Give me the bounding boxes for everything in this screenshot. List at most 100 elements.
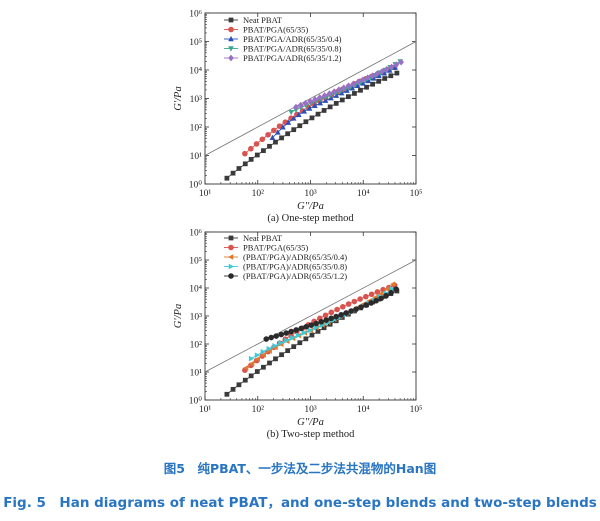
legend-item: PBAT/PGA(65/35)	[224, 25, 308, 35]
data-point	[259, 136, 266, 143]
x-axis-label: G''/Pa	[297, 417, 324, 428]
data-point	[297, 101, 304, 109]
data-point	[260, 352, 267, 358]
data-point	[360, 76, 366, 84]
data-point	[364, 84, 369, 90]
data-point	[313, 320, 319, 327]
data-point	[254, 356, 260, 362]
data-point	[336, 86, 342, 94]
data-point	[298, 325, 305, 332]
legend-item: Neat PBAT	[224, 233, 283, 243]
legend-item: Neat PBAT	[224, 15, 283, 25]
series-line	[226, 72, 398, 179]
data-point	[242, 377, 248, 383]
y-tick-label: 10⁴	[189, 67, 203, 77]
data-point	[331, 88, 337, 96]
data-point	[263, 336, 270, 342]
x-tick-label: 10⁴	[357, 189, 371, 199]
data-point	[285, 119, 292, 125]
legend-marker	[227, 254, 234, 260]
data-point	[316, 94, 323, 101]
data-point	[248, 373, 254, 379]
data-point	[322, 97, 329, 103]
legend-label: (PBAT/PGA)/ADR(65/35/0.4)	[243, 252, 347, 262]
data-point	[291, 344, 297, 350]
data-point	[382, 76, 388, 81]
data-point	[290, 115, 297, 121]
data-point	[293, 327, 300, 333]
data-point	[303, 323, 310, 330]
data-point	[307, 98, 314, 105]
data-point	[307, 327, 313, 334]
data-point	[291, 127, 297, 133]
figure-caption-english: Fig. 5 Han diagrams of neat PBAT，and one…	[3, 495, 597, 511]
data-point	[297, 340, 303, 346]
data-point	[248, 355, 255, 362]
legend-label: PBAT/PGA/ADR(65/35/0.4)	[243, 34, 342, 44]
chart-panel-b: 10¹ 10² 10³ 10⁴ 10⁵10⁰10¹10²10³10⁴10⁵10⁶G''/…	[173, 229, 422, 441]
data-point	[386, 67, 393, 73]
reference-line-g-equals-g	[205, 259, 416, 373]
legend-label: PBAT/PGA(65/35)	[243, 25, 308, 35]
legend-label: PBAT/PGA(65/35)	[243, 243, 308, 253]
legend-item: (PBAT/PGA)/ADR(65/35/0.4)	[224, 252, 347, 262]
data-point	[230, 386, 236, 392]
data-point	[224, 175, 230, 181]
data-point	[275, 129, 281, 135]
data-point	[388, 63, 395, 71]
data-point	[368, 291, 375, 298]
data-point	[278, 331, 285, 338]
data-point	[248, 145, 254, 152]
legend-label: Neat PBAT	[243, 15, 283, 25]
data-point	[266, 348, 272, 354]
data-point	[351, 298, 358, 305]
legend-item: PBAT/PGA/ADR(65/35/0.8)	[224, 44, 342, 54]
data-point	[333, 313, 339, 320]
data-point	[365, 77, 372, 84]
data-point	[383, 292, 389, 299]
data-point	[364, 74, 371, 82]
data-point	[357, 296, 363, 302]
data-point	[322, 312, 329, 319]
data-point	[388, 289, 394, 296]
y-tick-label: 10¹	[190, 152, 203, 162]
data-point	[306, 105, 313, 111]
data-point	[328, 309, 335, 316]
legend-marker	[228, 26, 234, 33]
legend-marker	[228, 17, 234, 23]
y-tick-label: 10⁵	[189, 257, 202, 267]
data-point	[376, 78, 382, 84]
data-point	[261, 148, 266, 154]
data-point	[315, 328, 321, 334]
data-point	[312, 102, 318, 109]
data-point	[327, 104, 333, 110]
legend-item: (PBAT/PGA)/ADR(65/35/0.8)	[224, 262, 347, 272]
data-point	[393, 61, 400, 69]
data-point	[303, 336, 309, 342]
legend-label: Neat PBAT	[243, 233, 283, 243]
data-point	[315, 111, 321, 117]
data-point	[254, 352, 261, 358]
data-point	[376, 72, 382, 79]
data-point	[321, 325, 327, 331]
data-point	[379, 68, 385, 75]
data-point	[340, 84, 347, 92]
data-point	[323, 317, 329, 323]
legend-label: PBAT/PGA/ADR(65/35/0.8)	[243, 44, 342, 54]
data-point	[242, 161, 248, 167]
data-point	[308, 322, 314, 328]
data-point	[378, 295, 384, 302]
y-tick-label: 10³	[190, 95, 203, 105]
data-point	[326, 90, 333, 97]
legend-marker	[228, 35, 234, 42]
data-point	[321, 108, 327, 113]
data-point	[284, 337, 290, 344]
y-tick-label: 10⁶	[189, 229, 202, 239]
data-point	[253, 141, 260, 147]
data-point	[236, 166, 242, 171]
series-pbat-pga-adr-65-35-0-4	[269, 64, 398, 140]
y-tick-label: 10¹	[190, 369, 203, 379]
legend: Neat PBATPBAT/PGA(65/35)PBAT/PGA/ADR(65/…	[224, 15, 342, 63]
data-point	[333, 101, 339, 106]
